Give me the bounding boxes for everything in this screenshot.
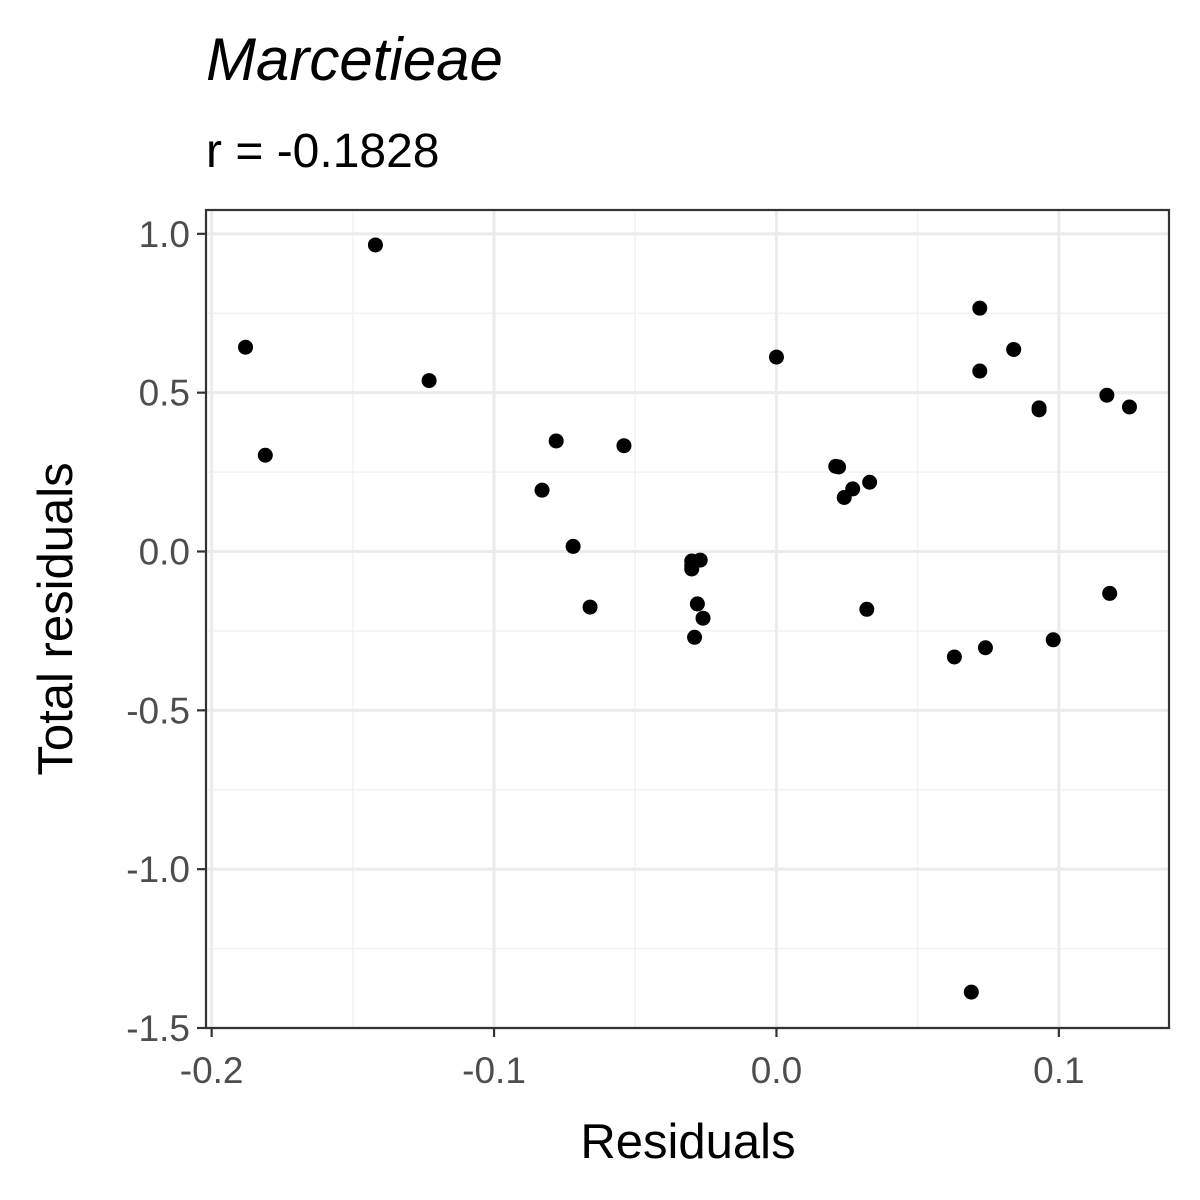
data-point [972,300,988,316]
data-point [548,433,564,449]
data-point [616,438,632,454]
y-axis: -1.5 -1.0 -0.5 0.0 0.5 1.0 [126,214,206,1049]
data-point [257,447,273,463]
data-point [859,601,875,617]
data-point [565,538,581,554]
data-point [1099,387,1115,403]
data-point [1031,402,1047,418]
data-point [1045,632,1061,648]
data-point [689,596,705,612]
chart-subtitle: r = -0.1828 [206,125,439,178]
y-tick-label: 1.0 [139,214,190,255]
data-points [238,237,1137,1000]
data-point [684,558,700,574]
data-point [1121,399,1137,415]
data-point [836,489,852,505]
data-point [1006,341,1022,357]
data-point [534,482,550,498]
x-tick-label: -0.2 [180,1050,244,1091]
x-tick-label: -0.1 [462,1050,526,1091]
data-point [367,237,383,253]
data-point [977,640,993,656]
data-point [831,459,847,475]
x-tick-label: 0.0 [751,1050,802,1091]
y-tick-label: 0.5 [139,373,190,414]
data-point [946,649,962,665]
data-point [582,599,598,615]
x-axis-title: Residuals [580,1115,795,1169]
y-tick-label: -1.0 [126,849,190,890]
y-tick-label: -0.5 [126,690,190,731]
chart-title: Marcetieae [206,26,503,93]
x-axis: -0.2 -0.1 0.0 0.1 [180,1028,1085,1091]
x-tick-label: 0.1 [1033,1050,1084,1091]
data-point [768,349,784,365]
y-tick-label: -1.5 [126,1008,190,1049]
grid-lines [206,210,1169,1030]
data-point [862,474,878,490]
panel-border [204,208,1171,1030]
data-point [695,610,711,626]
data-point [972,363,988,379]
data-point [1102,585,1118,601]
data-point [687,629,703,645]
y-tick-label: 0.0 [139,531,190,572]
data-point [238,339,254,355]
data-point [421,373,437,389]
y-axis-title: Total residuals [29,462,83,775]
data-point [963,984,979,1000]
